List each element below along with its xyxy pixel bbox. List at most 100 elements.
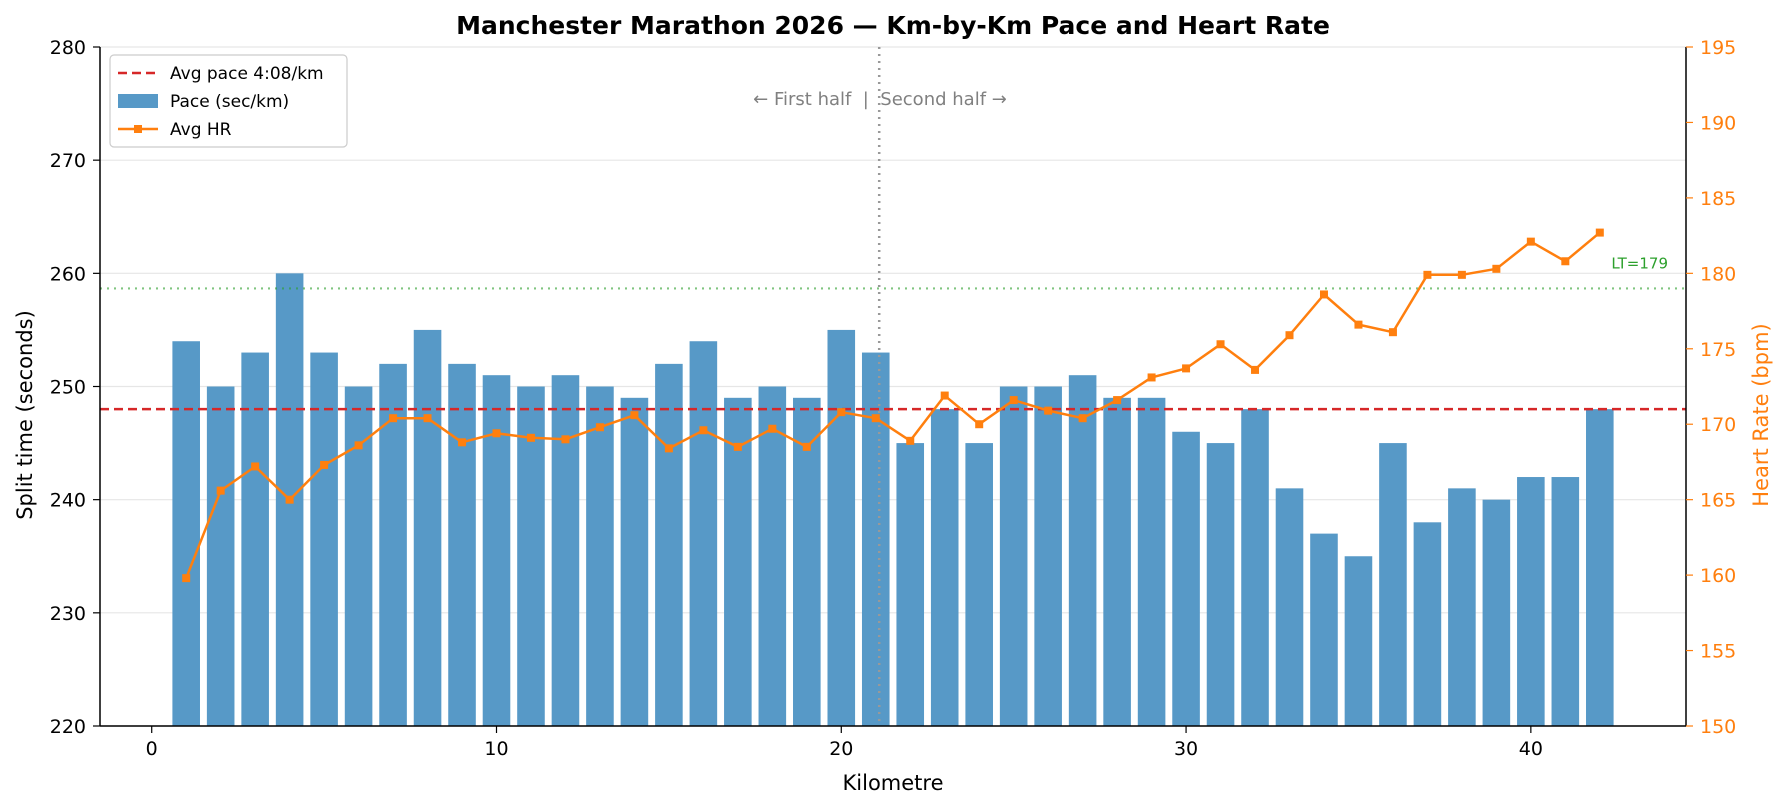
- pace-bar: [965, 443, 993, 726]
- heart-rate-point: [1078, 414, 1087, 423]
- x-axis-label: Kilometre: [843, 771, 944, 795]
- reference-lines: LT=179: [100, 47, 1686, 726]
- heart-rate-point: [561, 435, 570, 444]
- heart-rate-point: [526, 433, 535, 442]
- legend-avg-pace-label: Avg pace 4:08/km: [170, 64, 324, 84]
- heart-rate-point: [251, 462, 260, 471]
- pace-bar: [551, 375, 580, 726]
- y-tick-label: 250: [50, 377, 86, 399]
- legend-hr-marker: [134, 125, 142, 133]
- heart-rate-point: [182, 574, 191, 583]
- y-tick-label: 230: [50, 603, 86, 625]
- heart-rate-point: [630, 411, 639, 420]
- heart-rate-point: [1388, 328, 1397, 337]
- heart-rate-point: [1561, 257, 1570, 266]
- heart-rate-point: [216, 486, 225, 495]
- pace-bar: [1586, 409, 1614, 726]
- pace-bar: [1344, 556, 1373, 726]
- y2-tick-label: 165: [1700, 490, 1736, 512]
- heart-rate-point: [768, 424, 777, 433]
- pace-bar: [1310, 533, 1338, 726]
- heart-rate-point: [1354, 320, 1363, 329]
- pace-bar: [620, 397, 649, 726]
- pace-bar: [1517, 477, 1545, 726]
- pace-bar: [206, 386, 235, 726]
- pace-bar: [793, 397, 821, 726]
- pace-bar: [1034, 386, 1062, 726]
- heart-rate-point: [458, 438, 467, 447]
- heart-rate-point: [1044, 406, 1053, 415]
- legend: Avg pace 4:08/km Pace (sec/km) Avg HR: [109, 54, 348, 148]
- pace-bar: [517, 386, 545, 726]
- pace-bar: [482, 375, 511, 726]
- pace-bar: [827, 329, 856, 726]
- y2-tick-label: 180: [1700, 263, 1736, 285]
- heart-rate-point: [492, 429, 501, 438]
- axes: 0 10 20 30 40 220 230 240 250 260 270 280 150 155 160 1…: [50, 37, 1737, 760]
- heart-rate-point: [389, 414, 398, 423]
- heart-rate-point: [1319, 290, 1328, 299]
- y2-axis-label: Heart Rate (bpm): [1749, 323, 1773, 506]
- pace-bar: [1413, 522, 1442, 726]
- x-tick-label: 40: [1519, 738, 1543, 760]
- y-axis-label: Split time (seconds): [13, 310, 37, 520]
- heart-rate-point: [1251, 365, 1260, 374]
- pace-bar: [1379, 443, 1407, 726]
- pace-bar: [241, 352, 269, 726]
- pace-bar: [999, 386, 1028, 726]
- heart-rate-point: [1182, 364, 1191, 373]
- pace-bar: [655, 363, 683, 726]
- heart-rate-point: [1423, 270, 1432, 279]
- pace-bar: [896, 443, 925, 726]
- y2-tick-label: 160: [1700, 565, 1736, 587]
- heart-rate-point: [975, 420, 984, 429]
- y2-tick-label: 195: [1700, 37, 1736, 59]
- pace-bar: [413, 329, 442, 726]
- pace-bar: [172, 341, 200, 726]
- x-tick-label: 10: [484, 738, 508, 760]
- y2-tick-label: 170: [1700, 414, 1736, 436]
- pace-bar: [1103, 397, 1131, 726]
- legend-pace-swatch: [118, 94, 158, 108]
- pace-bar: [310, 352, 338, 726]
- pace-bar: [724, 397, 752, 726]
- heart-rate-point: [837, 408, 846, 417]
- heart-rate-point: [1009, 396, 1018, 405]
- pace-bar: [1241, 409, 1269, 726]
- lactate-threshold-label: LT=179: [1611, 254, 1668, 272]
- pace-bar: [930, 409, 959, 726]
- heart-rate-point: [1113, 396, 1122, 405]
- y-tick-label: 220: [50, 716, 86, 738]
- heart-rate-series: [182, 228, 1604, 583]
- heart-rate-point: [1492, 264, 1501, 273]
- heart-rate-point: [320, 460, 329, 469]
- heart-rate-point: [595, 423, 604, 432]
- x-tick-label: 20: [829, 738, 853, 760]
- heart-rate-point: [423, 414, 432, 423]
- legend-pace-label: Pace (sec/km): [170, 92, 289, 112]
- heart-rate-point: [285, 495, 294, 504]
- pace-bar: [1551, 477, 1580, 726]
- heart-rate-point: [940, 391, 949, 400]
- heart-rate-point: [906, 436, 915, 445]
- x-tick-label: 0: [146, 738, 158, 760]
- pace-bar: [448, 363, 476, 726]
- pace-bar: [1482, 499, 1511, 726]
- y2-tick-label: 185: [1700, 188, 1736, 210]
- pace-bar: [1206, 443, 1235, 726]
- y-tick-label: 260: [50, 263, 86, 285]
- legend-frame: [109, 54, 348, 148]
- pace-bar: [1448, 488, 1476, 726]
- heart-rate-point: [354, 441, 363, 450]
- y-tick-label: 270: [50, 150, 86, 172]
- half-annotation: ← First half | Second half →: [753, 89, 1007, 110]
- pace-bar: [1172, 431, 1200, 726]
- heart-rate-point: [699, 426, 708, 435]
- y2-tick-label: 190: [1700, 112, 1736, 134]
- x-tick-label: 30: [1174, 738, 1198, 760]
- pace-bar: [1137, 397, 1166, 726]
- heart-rate-point: [871, 414, 880, 423]
- chart-title: Manchester Marathon 2026 — Km-by-Km Pace…: [456, 11, 1330, 40]
- heart-rate-point: [733, 442, 742, 451]
